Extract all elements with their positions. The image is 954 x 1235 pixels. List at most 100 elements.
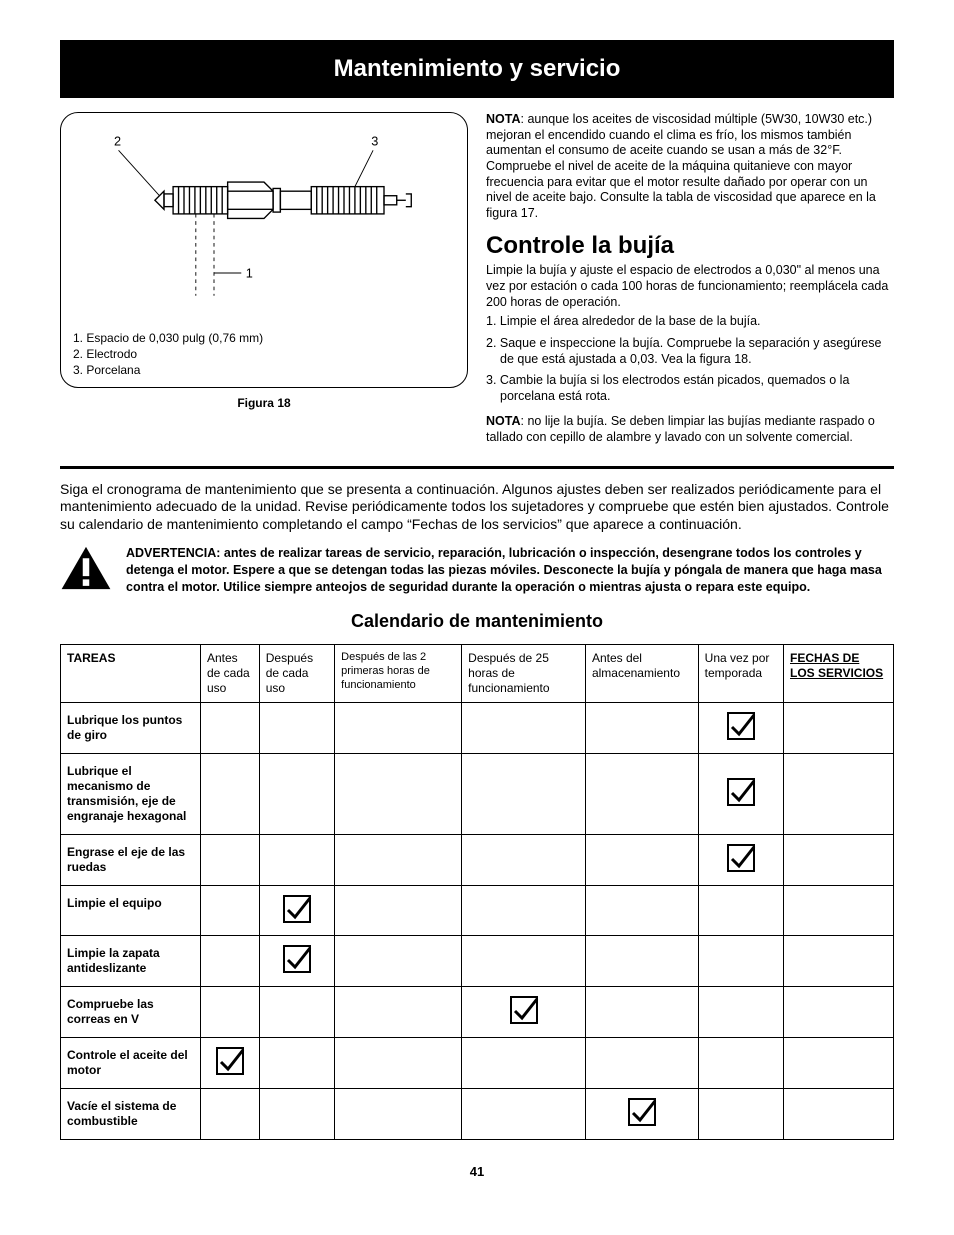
check-cell <box>462 886 586 936</box>
check-cell <box>698 835 783 886</box>
table-row: Lubrique los puntos de giro <box>61 703 894 754</box>
check-cell <box>784 886 894 936</box>
col-first-2h: Después de las 2 primeras horas de funci… <box>335 645 462 703</box>
table-row: Limpie la zapata antideslizante <box>61 936 894 987</box>
calendar-heading: Calendario de mantenimiento <box>60 610 894 633</box>
check-cell <box>784 1089 894 1140</box>
check-cell <box>462 1038 586 1089</box>
divider <box>60 466 894 469</box>
check-cell <box>698 1089 783 1140</box>
check-cell <box>462 936 586 987</box>
check-cell <box>698 936 783 987</box>
table-row: Limpie el equipo <box>61 886 894 936</box>
check-cell <box>335 703 462 754</box>
warning-block: ADVERTENCIA: antes de realizar tareas de… <box>60 545 894 596</box>
col-before-use: Antes de cada uso <box>201 645 260 703</box>
check-cell <box>784 1038 894 1089</box>
task-cell: Engrase el eje de las ruedas <box>61 835 201 886</box>
check-cell <box>698 754 783 835</box>
check-cell <box>585 754 698 835</box>
col-25h: Después de 25 horas de funcionamiento <box>462 645 586 703</box>
legend-item-1: 1. Espacio de 0,030 pulg (0,76 mm) <box>73 331 455 346</box>
spark-plug-intro: Limpie la bujía y ajuste el espacio de e… <box>486 263 894 310</box>
task-cell: Vacíe el sistema de combustible <box>61 1089 201 1140</box>
check-cell <box>201 703 260 754</box>
check-cell <box>462 987 586 1038</box>
task-cell: Lubrique los puntos de giro <box>61 703 201 754</box>
spark-plug-heading: Controle la bujía <box>486 231 894 261</box>
check-cell <box>784 987 894 1038</box>
check-cell <box>259 703 334 754</box>
text-column: NOTA : aunque los aceites de viscosidad m… <box>486 112 894 456</box>
check-cell <box>585 1089 698 1140</box>
task-cell: Lubrique el mecanismo de transmisión, ej… <box>61 754 201 835</box>
check-cell <box>259 886 334 936</box>
col-after-use: Después de cada uso <box>259 645 334 703</box>
section-header: Mantenimiento y servicio <box>60 40 894 98</box>
check-cell <box>585 886 698 936</box>
figure-column: 2 3 1 1. Espacio de 0,030 pulg <box>60 112 468 456</box>
note-2-body: : no lije la bujía. Se deben limpiar las… <box>486 414 875 444</box>
warning-icon <box>60 545 112 595</box>
check-cell <box>698 987 783 1038</box>
page-number: 41 <box>60 1164 894 1180</box>
check-cell <box>201 886 260 936</box>
check-cell <box>259 936 334 987</box>
note-2-label: NOTA <box>486 414 521 428</box>
warning-text: ADVERTENCIA: antes de realizar tareas de… <box>126 545 894 596</box>
task-cell: Compruebe las correas en V <box>61 987 201 1038</box>
step-2: 2. Saque e inspeccione la bujía. Comprue… <box>486 336 894 367</box>
check-cell <box>585 936 698 987</box>
check-cell <box>462 1089 586 1140</box>
check-cell <box>784 835 894 886</box>
table-row: Controle el aceite del motor <box>61 1038 894 1089</box>
check-cell <box>259 987 334 1038</box>
check-cell <box>259 1089 334 1140</box>
task-cell: Limpie la zapata antideslizante <box>61 936 201 987</box>
check-cell <box>335 754 462 835</box>
check-cell <box>201 835 260 886</box>
figure-caption: Figura 18 <box>60 396 468 411</box>
table-row: Lubrique el mecanismo de transmisión, ej… <box>61 754 894 835</box>
figure-box: 2 3 1 1. Espacio de 0,030 pulg <box>60 112 468 388</box>
check-cell <box>585 987 698 1038</box>
svg-text:2: 2 <box>114 134 121 149</box>
spark-plug-diagram: 2 3 1 <box>73 123 455 327</box>
check-cell <box>335 987 462 1038</box>
check-cell <box>585 703 698 754</box>
col-tasks: TAREAS <box>61 645 201 703</box>
two-column-layout: 2 3 1 1. Espacio de 0,030 pulg <box>60 112 894 456</box>
note-1: NOTA: aunque los aceites de viscosidad m… <box>486 112 894 221</box>
check-cell <box>259 1038 334 1089</box>
check-cell <box>462 703 586 754</box>
check-cell <box>201 1038 260 1089</box>
section-title: Mantenimiento y servicio <box>60 54 894 84</box>
check-cell <box>201 1089 260 1140</box>
check-cell <box>698 886 783 936</box>
check-cell <box>335 835 462 886</box>
col-service-dates: FECHAS DE LOS SERVICIOS <box>784 645 894 703</box>
check-cell <box>462 754 586 835</box>
col-once-season: Una vez por temporada <box>698 645 783 703</box>
check-cell <box>698 1038 783 1089</box>
check-cell <box>335 886 462 936</box>
check-cell <box>784 936 894 987</box>
check-cell <box>698 703 783 754</box>
check-cell <box>784 754 894 835</box>
check-cell <box>335 936 462 987</box>
step-3: 3. Cambie la bujía si los electrodos est… <box>486 373 894 404</box>
check-cell <box>259 835 334 886</box>
check-cell <box>201 754 260 835</box>
step-1: 1. Limpie el área alrededor de la base d… <box>486 314 894 330</box>
task-cell: Limpie el equipo <box>61 886 201 936</box>
svg-text:1: 1 <box>246 266 253 281</box>
maintenance-table: TAREAS Antes de cada uso Después de cada… <box>60 644 894 1140</box>
check-cell <box>335 1089 462 1140</box>
note-2: NOTA: no lije la bujía. Se deben limpiar… <box>486 414 894 445</box>
legend-item-3: 3. Porcelana <box>73 363 455 378</box>
table-row: Compruebe las correas en V <box>61 987 894 1038</box>
note-1-body: : aunque los aceites de viscosidad múlti… <box>486 112 876 220</box>
check-cell <box>335 1038 462 1089</box>
task-cell: Controle el aceite del motor <box>61 1038 201 1089</box>
check-cell <box>462 835 586 886</box>
